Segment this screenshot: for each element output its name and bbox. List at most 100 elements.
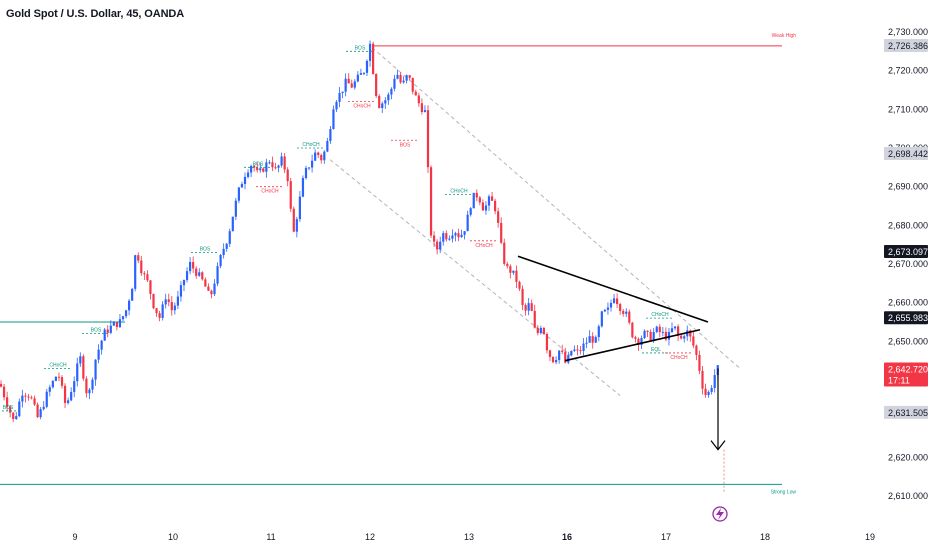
candle-body bbox=[542, 327, 545, 334]
candle-body bbox=[228, 231, 231, 244]
candle-body bbox=[372, 43, 375, 75]
candle-body bbox=[121, 316, 125, 320]
candle-body bbox=[469, 208, 472, 215]
candle-body bbox=[673, 326, 677, 329]
candle-body bbox=[97, 349, 100, 360]
candle-body bbox=[311, 160, 314, 168]
candle-body bbox=[317, 152, 320, 156]
candle-body bbox=[222, 248, 225, 256]
candle-body bbox=[591, 336, 594, 343]
candle-body bbox=[39, 409, 42, 418]
candle-body bbox=[88, 389, 91, 394]
structure-label: BOS bbox=[91, 328, 102, 334]
candle-body bbox=[503, 242, 506, 264]
candle-body bbox=[423, 110, 427, 113]
structure-label: CHoCH bbox=[475, 243, 493, 249]
candle-body bbox=[140, 260, 143, 274]
candle-body bbox=[329, 129, 332, 141]
candle-body bbox=[490, 196, 494, 201]
candle-body bbox=[680, 335, 683, 339]
candle-body bbox=[509, 266, 512, 273]
candle-body bbox=[497, 211, 500, 223]
candle-body bbox=[570, 350, 573, 356]
candle-body bbox=[128, 300, 131, 311]
candle-body bbox=[283, 156, 286, 170]
y-tick-label: 2,710.000 bbox=[888, 104, 928, 114]
candle-body bbox=[628, 311, 631, 323]
candle-body bbox=[63, 385, 67, 403]
candle-body bbox=[429, 167, 433, 236]
candle-body bbox=[622, 310, 625, 314]
price-badge bbox=[884, 311, 928, 325]
candle-body bbox=[143, 273, 146, 275]
candle-body bbox=[378, 95, 381, 108]
candle-body bbox=[158, 313, 161, 318]
horizontal-levels: Weak High Strong Low bbox=[0, 33, 796, 495]
candle-body bbox=[314, 152, 317, 161]
candle-body bbox=[335, 101, 338, 110]
candle-body bbox=[603, 309, 606, 312]
lightning-bolt-icon[interactable] bbox=[712, 506, 728, 522]
candle-body bbox=[179, 285, 183, 297]
candle-body bbox=[420, 103, 423, 113]
structure-label: BOS bbox=[355, 45, 366, 51]
price-badge-label: 2,642.720 bbox=[888, 364, 928, 374]
candle-body bbox=[271, 162, 274, 168]
candle-body bbox=[289, 181, 292, 209]
structure-label: BOS bbox=[3, 405, 14, 411]
candle-body bbox=[448, 238, 451, 240]
candle-body bbox=[0, 383, 3, 387]
candle-body bbox=[634, 337, 637, 339]
candle-body bbox=[576, 349, 579, 351]
channel-upper-line bbox=[371, 47, 741, 369]
candle-body bbox=[616, 298, 619, 305]
candle-body bbox=[118, 319, 122, 328]
candle-body bbox=[82, 356, 85, 379]
candle-body bbox=[500, 222, 503, 243]
candle-body bbox=[24, 395, 27, 397]
candle-body bbox=[548, 350, 552, 357]
candle-body bbox=[73, 381, 76, 392]
candle-body bbox=[506, 263, 509, 267]
candle-body bbox=[481, 202, 484, 211]
candle-body bbox=[619, 304, 622, 311]
structure-label: BOS bbox=[200, 246, 211, 252]
candle-body bbox=[155, 308, 158, 314]
candle-body bbox=[115, 322, 118, 328]
candle-body bbox=[661, 331, 664, 333]
candle-body bbox=[185, 271, 189, 280]
candle-body bbox=[472, 192, 475, 209]
candle-body bbox=[246, 172, 250, 177]
candle-body bbox=[365, 60, 369, 73]
price-badge-label: 2,673.097 bbox=[888, 247, 928, 257]
y-tick-label: 2,670.000 bbox=[888, 259, 928, 269]
candle-body bbox=[146, 274, 149, 281]
candle-body bbox=[256, 167, 259, 171]
candle-body bbox=[189, 261, 192, 272]
candle-body bbox=[149, 280, 152, 295]
price-badge bbox=[884, 147, 928, 161]
candle-body bbox=[195, 268, 198, 276]
icon-ring bbox=[712, 506, 728, 522]
candle-body bbox=[368, 43, 372, 61]
candle-body bbox=[268, 162, 271, 164]
x-tick-label: 13 bbox=[464, 532, 474, 542]
candle-body bbox=[689, 330, 692, 337]
candle-body bbox=[170, 302, 173, 311]
triangle-top-line bbox=[517, 255, 709, 323]
candle-body bbox=[612, 298, 616, 303]
candle-body bbox=[237, 187, 240, 201]
structure-label: CHoCH bbox=[261, 189, 279, 195]
candle-body bbox=[692, 336, 695, 346]
candle-body bbox=[341, 91, 344, 93]
candle-body bbox=[463, 231, 466, 235]
x-tick-label: 19 bbox=[865, 532, 875, 542]
candle-body bbox=[637, 338, 640, 345]
candle-body bbox=[274, 167, 277, 169]
candle-body bbox=[625, 311, 628, 314]
y-tick-label: 2,660.000 bbox=[888, 298, 928, 308]
candle-body bbox=[695, 345, 698, 355]
candle-body bbox=[9, 407, 12, 413]
candle-body bbox=[512, 270, 515, 273]
